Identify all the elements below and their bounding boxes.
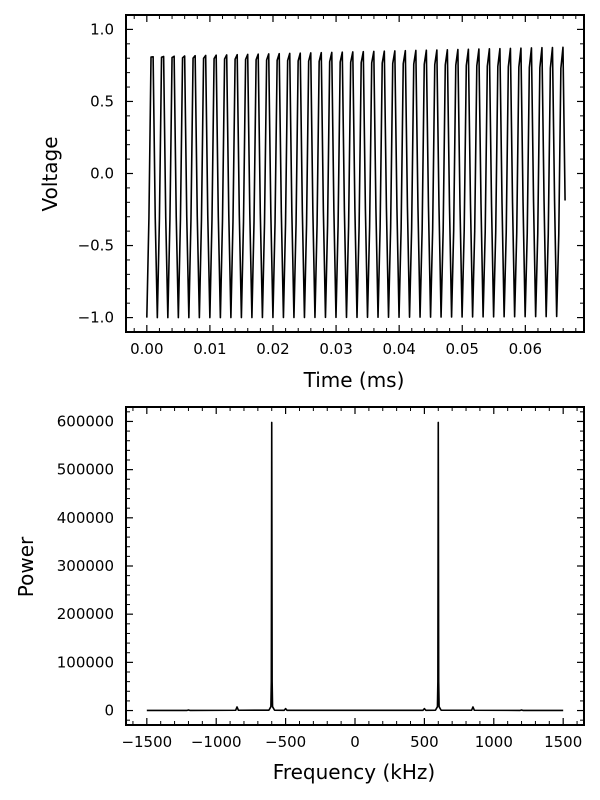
voltage-y-tick-label: 1.0 — [90, 20, 114, 38]
voltage-x-tick-label: 0.02 — [256, 340, 289, 358]
power-x-axis-label: Frequency (kHz) — [273, 760, 435, 784]
voltage-y-axis-label: Voltage — [38, 136, 62, 211]
voltage-x-axis-label: Time (ms) — [303, 368, 405, 392]
power-ticks: −1500 −1000 −500 0 500 1000 1500 0 100000 200000 3… — [57, 407, 584, 751]
voltage-x-tick-label: 0.05 — [446, 340, 479, 358]
voltage-x-tick-label: 0.03 — [319, 340, 352, 358]
power-x-tick-label: −1000 — [191, 733, 242, 751]
voltage-chart: 0.00 0.01 0.02 0.03 0.04 0.05 0.06 −1.0 −0.5 0.0 0… — [38, 14, 585, 392]
power-x-tick-label: 0 — [350, 733, 360, 751]
power-x-tick-label: −1500 — [121, 733, 172, 751]
voltage-series-line-0 — [146, 46, 566, 319]
power-y-tick-label: 0 — [104, 702, 114, 720]
power-y-tick-label: 500000 — [57, 461, 114, 479]
voltage-y-tick-label: 0.5 — [90, 92, 114, 110]
power-y-tick-label: 300000 — [57, 557, 114, 575]
voltage-ticks: 0.00 0.01 0.02 0.03 0.04 0.05 0.06 −1.0 −0.5 0.0 0… — [78, 14, 584, 358]
voltage-y-tick-label: −0.5 — [78, 237, 114, 255]
power-x-tick-label: 1500 — [544, 733, 582, 751]
voltage-x-tick-label: 0.01 — [193, 340, 226, 358]
power-y-tick-label: 400000 — [57, 509, 114, 527]
power-y-tick-label: 100000 — [57, 653, 114, 671]
voltage-x-tick-label: 0.04 — [382, 340, 415, 358]
power-x-tick-label: 1000 — [475, 733, 513, 751]
power-y-axis-label: Power — [14, 536, 38, 597]
voltage-x-tick-label: 0.06 — [509, 340, 542, 358]
power-x-tick-label: 500 — [410, 733, 439, 751]
power-y-tick-label: 600000 — [57, 412, 114, 430]
power-chart: −1500 −1000 −500 0 500 1000 1500 0 100000 200000 3… — [14, 406, 585, 784]
voltage-x-tick-label: 0.00 — [130, 340, 163, 358]
power-x-tick-label: −500 — [265, 733, 306, 751]
power-y-tick-label: 200000 — [57, 605, 114, 623]
power-series-line-0 — [146, 421, 564, 712]
voltage-y-tick-label: −1.0 — [78, 309, 114, 327]
voltage-y-tick-label: 0.0 — [90, 165, 114, 183]
